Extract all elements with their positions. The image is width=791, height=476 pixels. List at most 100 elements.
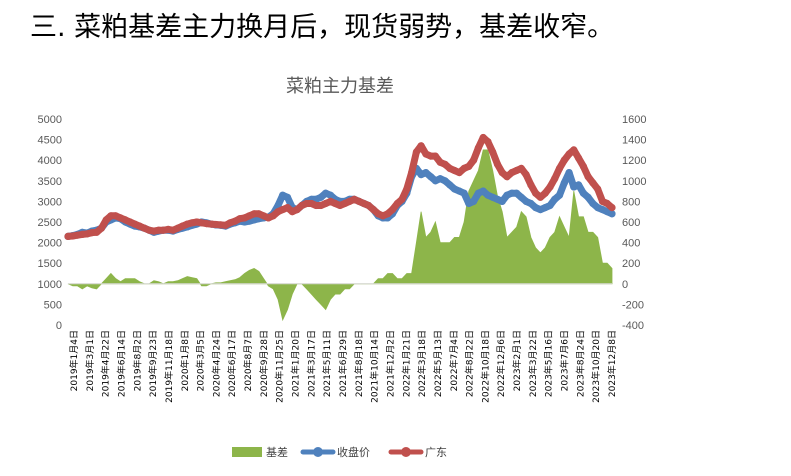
guangdong-price-point bbox=[503, 173, 511, 181]
guangdong-price-point bbox=[484, 138, 492, 146]
x-tick-label: 2022年10月18日 bbox=[479, 330, 491, 403]
guangdong-price-point bbox=[489, 148, 497, 156]
right-tick-label: -200 bbox=[622, 299, 644, 311]
x-tick-label: 2021年8月18日 bbox=[353, 330, 365, 397]
left-tick-label: 500 bbox=[44, 299, 62, 311]
legend-label: 收盘价 bbox=[337, 445, 370, 459]
close-price-point bbox=[326, 191, 335, 199]
close-price-point bbox=[513, 189, 521, 197]
close-price-point bbox=[584, 193, 592, 201]
x-tick-label: 2023年12月8日 bbox=[606, 330, 618, 397]
guangdong-price-point bbox=[546, 183, 554, 191]
x-tick-label: 2019年11月18日 bbox=[163, 330, 175, 403]
guangdong-price-point bbox=[541, 189, 549, 197]
x-tick-label: 2023年5月16日 bbox=[543, 330, 555, 397]
right-axis: -400 -200 0 200 400 600 800 1000 1200 1400 1600 bbox=[622, 114, 646, 332]
legend-label: 广东 bbox=[425, 446, 447, 459]
close-price-point bbox=[560, 179, 568, 187]
close-price-point bbox=[579, 189, 588, 197]
right-tick-label: 400 bbox=[622, 238, 640, 250]
x-tick-label: 2023年3月22日 bbox=[527, 330, 539, 397]
left-tick-label: 3500 bbox=[38, 176, 62, 188]
x-tick-label: 2020年4月24日 bbox=[210, 330, 222, 397]
close-price-point bbox=[498, 197, 506, 205]
close-price-point bbox=[575, 181, 583, 189]
guangdong-price-point bbox=[384, 210, 392, 218]
guangdong-price-point bbox=[465, 162, 473, 170]
x-tick-label: 2020年6月17日 bbox=[226, 330, 238, 397]
chart-legend: 基差 收盘价 广东 bbox=[232, 445, 447, 459]
guangdong-price-point bbox=[517, 164, 525, 172]
close-price-point bbox=[608, 210, 616, 218]
close-price-point bbox=[555, 191, 564, 199]
right-tick-label: 1200 bbox=[622, 155, 646, 167]
guangdong-price-point bbox=[431, 152, 439, 160]
x-tick-label: 2019年4月22日 bbox=[100, 330, 112, 397]
x-tick-label: 2020年3月5日 bbox=[195, 330, 207, 391]
guangdong-price-point bbox=[441, 160, 449, 168]
right-tick-label: -400 bbox=[622, 320, 644, 332]
guangdong-price-point bbox=[393, 199, 401, 208]
guangdong-price-point bbox=[594, 185, 602, 193]
section-heading: 三. 菜粕基差主力换月后，现货弱势，基差收窄。 bbox=[30, 12, 615, 43]
x-axis: 2019年1月4日 2019年3月1日 2019年4月22日 2019年6月14日 20… bbox=[68, 330, 618, 403]
close-price-point bbox=[479, 187, 487, 195]
basis-area bbox=[67, 149, 613, 322]
legend-marker bbox=[401, 447, 411, 457]
x-tick-label: 2021年12月2日 bbox=[385, 330, 397, 397]
right-tick-label: 800 bbox=[622, 196, 640, 208]
left-tick-label: 0 bbox=[56, 320, 62, 332]
x-tick-label: 2022年1月21日 bbox=[400, 330, 412, 397]
x-tick-label: 2022年3月18日 bbox=[416, 330, 428, 397]
left-tick-label: 1000 bbox=[38, 279, 62, 291]
guangdong-price-point bbox=[403, 185, 411, 193]
guangdong-price-point bbox=[417, 142, 425, 150]
legend-label: 基差 bbox=[266, 445, 288, 459]
basis-series bbox=[67, 149, 613, 322]
guangdong-price-point bbox=[369, 206, 377, 214]
guangdong-price-point bbox=[479, 133, 487, 142]
close-price-point bbox=[283, 193, 292, 201]
left-tick-label: 2500 bbox=[38, 217, 62, 229]
left-tick-label: 4000 bbox=[38, 155, 62, 167]
x-tick-label: 2021年3月17日 bbox=[305, 330, 317, 397]
guangdong-price-point bbox=[93, 228, 101, 236]
right-tick-label: 200 bbox=[622, 258, 640, 270]
x-tick-label: 2019年6月14日 bbox=[116, 330, 128, 397]
x-tick-label: 2021年5月11日 bbox=[321, 330, 333, 397]
right-tick-label: 1000 bbox=[622, 176, 646, 188]
guangdong-price-point bbox=[293, 206, 301, 214]
guangdong-price-point bbox=[283, 204, 292, 212]
guangdong-price-point bbox=[493, 160, 502, 168]
guangdong-price-point bbox=[470, 156, 478, 164]
x-tick-label: 2023年8月24日 bbox=[574, 330, 586, 397]
x-tick-label: 2021年6月29日 bbox=[337, 330, 349, 397]
x-tick-label: 2020年1月8日 bbox=[179, 330, 191, 391]
guangdong-price-point bbox=[589, 179, 597, 187]
close-price-point bbox=[317, 193, 325, 201]
guangdong-price-point bbox=[575, 154, 583, 162]
guangdong-price-point bbox=[532, 189, 540, 197]
guangdong-price-point bbox=[560, 156, 568, 164]
guangdong-price-point bbox=[565, 150, 573, 158]
price-series bbox=[64, 133, 616, 240]
chart-title: 菜粕主力基差 bbox=[286, 76, 394, 97]
x-tick-label: 2019年3月1日 bbox=[84, 330, 96, 391]
x-tick-label: 2023年2月1日 bbox=[511, 330, 523, 391]
x-tick-label: 2020年11月25日 bbox=[274, 330, 286, 403]
close-price-point bbox=[470, 197, 478, 205]
guangdong-price-point bbox=[498, 169, 506, 177]
right-tick-label: 1400 bbox=[622, 135, 646, 147]
guangdong-price-point bbox=[522, 171, 530, 179]
close-price-point bbox=[441, 177, 449, 185]
right-tick-label: 1600 bbox=[622, 114, 646, 126]
close-price-point bbox=[565, 169, 573, 177]
close-price-point bbox=[427, 173, 435, 181]
guangdong-price-point bbox=[603, 199, 611, 208]
close-price-point bbox=[422, 169, 430, 177]
left-tick-label: 2000 bbox=[38, 238, 62, 250]
x-tick-label: 2019年1月4日 bbox=[68, 330, 80, 391]
guangdong-price-point bbox=[269, 212, 277, 220]
x-tick-label: 2019年8月2日 bbox=[131, 330, 143, 391]
x-tick-label: 2023年7月6日 bbox=[559, 330, 571, 391]
